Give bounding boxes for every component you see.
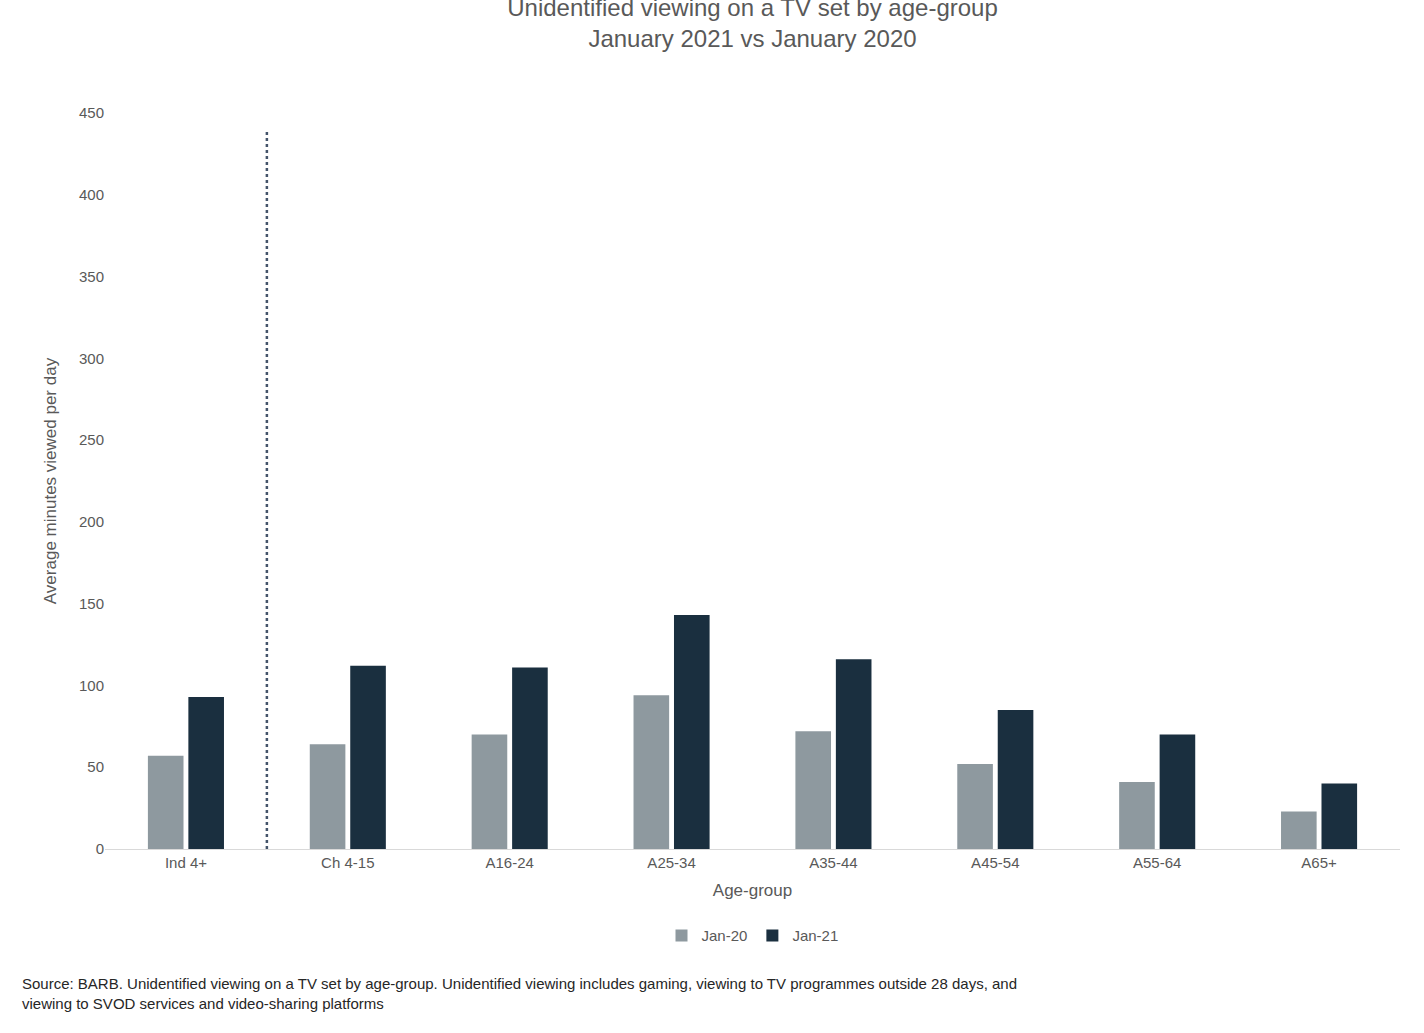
svg-text:A35-44: A35-44 <box>809 854 857 871</box>
svg-text:A55-64: A55-64 <box>1133 854 1181 871</box>
svg-text:Jan-21: Jan-21 <box>792 927 838 944</box>
svg-text:150: 150 <box>79 595 104 612</box>
svg-text:A25-34: A25-34 <box>647 854 695 871</box>
svg-text:Average minutes viewed per day: Average minutes viewed per day <box>41 357 60 604</box>
svg-text:250: 250 <box>79 431 104 448</box>
svg-text:Unidentified viewing on a TV s: Unidentified viewing on a TV set by age-… <box>507 0 998 52</box>
svg-text:450: 450 <box>79 104 104 121</box>
svg-text:400: 400 <box>79 186 104 203</box>
svg-text:A65+: A65+ <box>1301 854 1337 871</box>
svg-text:300: 300 <box>79 350 104 367</box>
svg-text:50: 50 <box>87 758 104 775</box>
svg-text:Age-group: Age-group <box>713 881 792 900</box>
svg-text:350: 350 <box>79 268 104 285</box>
svg-text:Ind 4+: Ind 4+ <box>165 854 207 871</box>
svg-text:Jan-20: Jan-20 <box>702 927 748 944</box>
svg-text:0: 0 <box>96 840 104 857</box>
svg-text:A16-24: A16-24 <box>486 854 534 871</box>
svg-text:Ch 4-15: Ch 4-15 <box>321 854 374 871</box>
svg-text:A45-54: A45-54 <box>971 854 1019 871</box>
svg-text:200: 200 <box>79 513 104 530</box>
svg-text:Source: BARB. Unidentified vie: Source: BARB. Unidentified viewing on a … <box>22 975 1017 1012</box>
svg-text:100: 100 <box>79 677 104 694</box>
